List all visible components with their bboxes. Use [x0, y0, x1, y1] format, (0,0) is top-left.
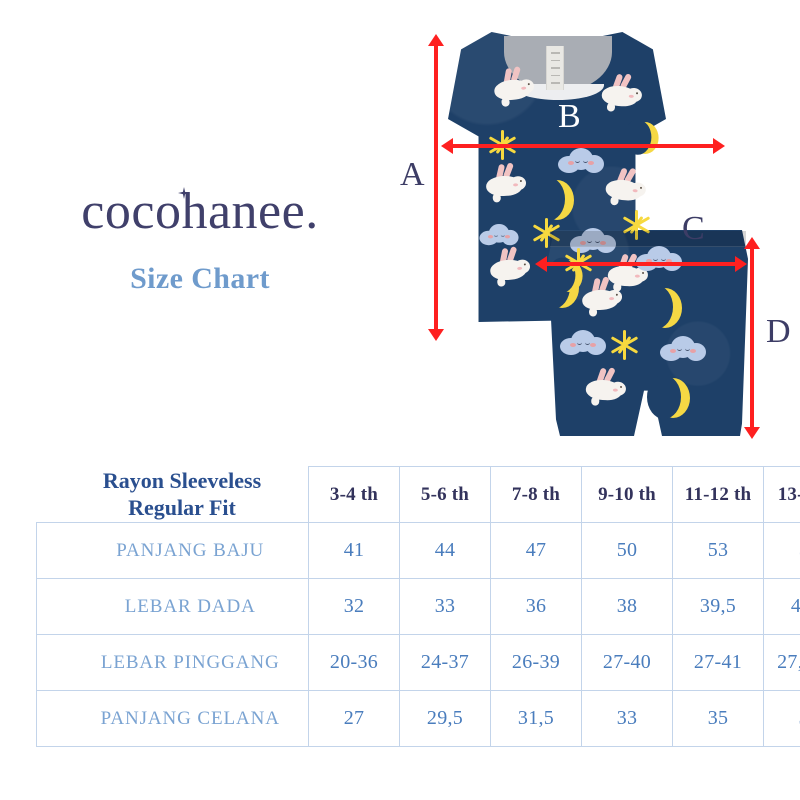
- cloud-motif: [660, 336, 706, 362]
- moon-motif: [639, 285, 682, 329]
- moon-motif: [647, 375, 690, 419]
- bunny-motif: [479, 162, 527, 203]
- moon-motif: [624, 119, 659, 155]
- table-corner-spacer: [0, 467, 36, 523]
- cloud-motif: [570, 228, 616, 254]
- cell-lebar-dada-11-12: 39,5: [672, 578, 764, 635]
- cell-panjang-baju-5-6: 44: [399, 522, 491, 579]
- cell-panjang-celana-9-10: 33: [581, 690, 673, 747]
- table-row: PANJANG BAJU 41 44 47 50 53 56: [0, 522, 800, 579]
- cell-panjang-baju-3-4: 41: [308, 522, 400, 579]
- cell-lebar-dada-7-8: 36: [490, 578, 582, 635]
- row-label-panjang-celana: PANJANG CELANA: [35, 690, 309, 747]
- measure-label-d: D: [766, 313, 791, 350]
- size-chart-table-wrap: Rayon Sleeveless Regular Fit 3-4 th 5-6 …: [0, 466, 800, 800]
- table-title-line1: Rayon Sleeveless: [102, 467, 262, 493]
- cell-lebar-dada-9-10: 38: [581, 578, 673, 635]
- brand-logo-text: cocohanee.: [81, 183, 319, 240]
- bunny-motif: [487, 65, 536, 108]
- measure-label-c: C: [682, 210, 705, 247]
- table-header-row: Rayon Sleeveless Regular Fit 3-4 th 5-6 …: [0, 466, 800, 523]
- bunny-motif: [579, 366, 627, 406]
- column-header-5-6: 5-6 th: [399, 466, 491, 523]
- measure-arrow-d: [744, 237, 760, 439]
- sparkle-star-motif: [622, 210, 652, 240]
- row-label-panjang-baju: PANJANG BAJU: [35, 522, 309, 579]
- table-title-cell: Rayon Sleeveless Regular Fit: [36, 467, 309, 523]
- cell-panjang-celana-13-14: 37: [763, 690, 800, 747]
- page-title: Size Chart: [130, 261, 270, 295]
- cell-panjang-baju-7-8: 47: [490, 522, 582, 579]
- table-row: LEBAR DADA 32 33 36 38 39,5 40,5: [0, 578, 800, 635]
- table-row: LEBAR PINGGANG 20-36 24-37 26-39 27-40 2…: [0, 634, 800, 691]
- column-header-3-4: 3-4 th: [308, 466, 400, 523]
- cell-lebar-pinggang-7-8: 26-39: [490, 634, 582, 691]
- sparkle-star-motif: [610, 330, 640, 360]
- table-title-line2: Regular Fit: [128, 495, 236, 521]
- cell-panjang-celana-5-6: 29,5: [399, 690, 491, 747]
- bunny-motif: [599, 167, 648, 206]
- cloud-motif: [479, 223, 519, 246]
- measure-label-b: B: [558, 98, 581, 135]
- column-header-13-14: 13-14th: [763, 466, 800, 523]
- cell-lebar-pinggang-11-12: 27-41: [672, 634, 764, 691]
- cell-lebar-dada-3-4: 32: [308, 578, 400, 635]
- care-label-tag: [546, 46, 564, 90]
- brand-block: cocohanee. Size Chart: [0, 183, 400, 296]
- cell-lebar-pinggang-9-10: 27-40: [581, 634, 673, 691]
- row-label-lebar-dada: LEBAR DADA: [35, 578, 309, 635]
- cell-panjang-celana-7-8: 31,5: [490, 690, 582, 747]
- row-label-lebar-pinggang: LEBAR PINGGANG: [35, 634, 309, 691]
- measure-arrow-c: [535, 256, 747, 272]
- shorts-waistband: [550, 231, 746, 247]
- row-spacer: [0, 578, 37, 635]
- measure-arrow-a: [428, 34, 444, 341]
- sparkle-star-motif: [532, 218, 562, 248]
- measure-label-a: A: [400, 156, 425, 193]
- cloud-motif: [558, 148, 604, 174]
- cell-lebar-dada-5-6: 33: [399, 578, 491, 635]
- row-spacer: [0, 634, 37, 691]
- cell-panjang-baju-11-12: 53: [672, 522, 764, 579]
- column-header-9-10: 9-10 th: [581, 466, 673, 523]
- garment-illustration: A B C D: [380, 0, 800, 465]
- cloud-motif: [636, 246, 682, 272]
- row-spacer: [0, 690, 37, 747]
- cell-lebar-pinggang-3-4: 20-36: [308, 634, 400, 691]
- table-row: PANJANG CELANA 27 29,5 31,5 33 35 37: [0, 690, 800, 747]
- cell-panjang-celana-3-4: 27: [308, 690, 400, 747]
- column-header-7-8: 7-8 th: [490, 466, 582, 523]
- moon-motif: [531, 177, 574, 221]
- cloud-motif: [560, 330, 606, 356]
- measure-arrow-b: [441, 138, 725, 154]
- size-chart-table: Rayon Sleeveless Regular Fit 3-4 th 5-6 …: [0, 466, 800, 747]
- brand-logo: cocohanee.: [81, 183, 319, 240]
- bunny-motif: [483, 245, 531, 287]
- cell-panjang-baju-13-14: 56: [763, 522, 800, 579]
- cell-panjang-baju-9-10: 50: [581, 522, 673, 579]
- bunny-motif: [595, 72, 643, 112]
- cell-lebar-pinggang-13-14: 27,5-41: [763, 634, 800, 691]
- cell-lebar-dada-13-14: 40,5: [763, 578, 800, 635]
- column-header-11-12: 11-12 th: [672, 466, 764, 523]
- cell-panjang-celana-11-12: 35: [672, 690, 764, 747]
- row-spacer: [0, 522, 37, 579]
- cell-lebar-pinggang-5-6: 24-37: [399, 634, 491, 691]
